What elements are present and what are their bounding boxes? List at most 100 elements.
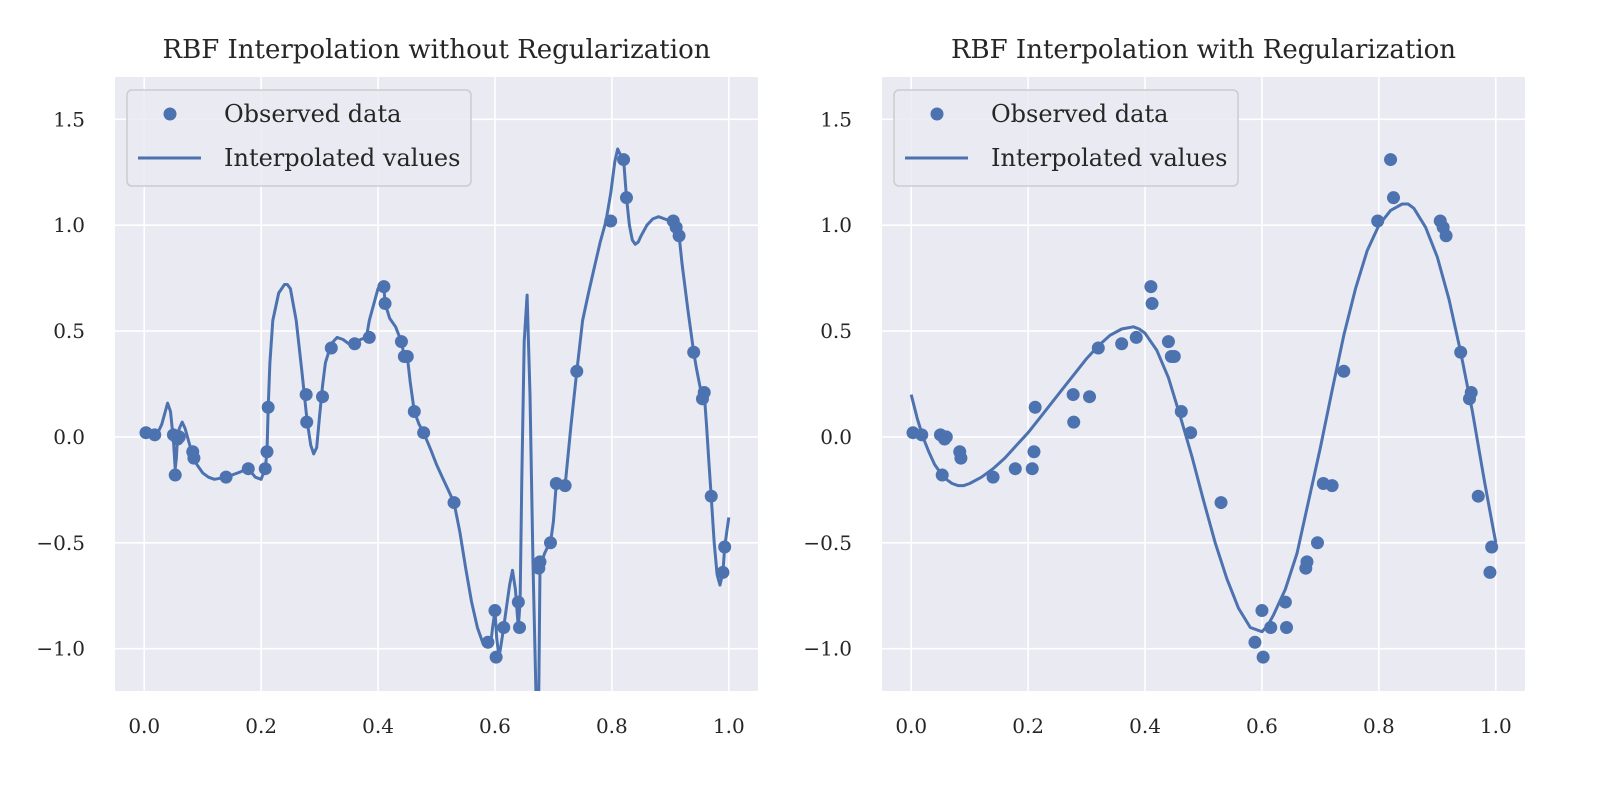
x-tick-label: 0.2 xyxy=(245,714,277,738)
data-point xyxy=(1300,555,1314,569)
data-point xyxy=(447,496,461,510)
y-tick-label: 1.0 xyxy=(820,213,852,237)
chart-title: RBF Interpolation with Regularization xyxy=(951,35,1456,65)
data-point xyxy=(1310,536,1324,550)
data-point xyxy=(543,536,557,550)
data-point xyxy=(1483,565,1497,579)
data-point xyxy=(1278,595,1292,609)
data-point xyxy=(513,620,527,634)
y-tick-label: −1.0 xyxy=(803,637,852,661)
data-point xyxy=(1371,214,1385,228)
y-tick-label: −1.0 xyxy=(36,637,85,661)
data-point xyxy=(619,191,633,205)
y-tick-label: 0.5 xyxy=(53,319,85,343)
data-point xyxy=(697,385,711,399)
data-point xyxy=(604,214,618,228)
y-tick-label: 0.0 xyxy=(820,425,852,449)
x-tick-label: 0.0 xyxy=(895,714,927,738)
legend: Observed data Interpolated values xyxy=(893,89,1239,187)
data-point xyxy=(148,428,162,442)
data-point xyxy=(377,280,391,294)
data-point xyxy=(1161,335,1175,349)
data-point xyxy=(241,462,255,476)
data-point xyxy=(1454,345,1468,359)
data-point xyxy=(187,451,201,465)
data-point xyxy=(258,462,272,476)
data-point xyxy=(1144,280,1158,294)
data-point xyxy=(511,595,525,609)
x-tick-label: 0.8 xyxy=(1363,714,1395,738)
y-tick-label: 0.0 xyxy=(53,425,85,449)
data-point xyxy=(1439,229,1453,243)
data-point xyxy=(481,635,495,649)
chart-title: RBF Interpolation without Regularization xyxy=(163,35,711,65)
data-point xyxy=(1025,462,1039,476)
data-point xyxy=(407,405,421,419)
data-point xyxy=(1184,426,1198,440)
data-point xyxy=(300,415,314,429)
legend-label: Interpolated values xyxy=(224,144,460,172)
data-point xyxy=(1214,496,1228,510)
data-point xyxy=(1256,650,1270,664)
data-point xyxy=(1066,388,1080,402)
data-point xyxy=(497,620,511,634)
legend-label: Interpolated values xyxy=(991,144,1227,172)
data-point xyxy=(1115,337,1129,351)
data-point xyxy=(617,153,631,167)
data-point xyxy=(394,335,408,349)
legend-box xyxy=(893,89,1239,187)
x-tick-label: 0.8 xyxy=(596,714,628,738)
data-point xyxy=(299,388,313,402)
data-point xyxy=(316,390,330,404)
legend-marker-point xyxy=(930,107,944,121)
data-point xyxy=(1083,390,1097,404)
data-point xyxy=(1485,540,1499,554)
plot-content xyxy=(139,147,732,691)
x-tick-label: 0.0 xyxy=(128,714,160,738)
data-point xyxy=(348,337,362,351)
data-point xyxy=(915,428,929,442)
data-point xyxy=(1384,153,1398,167)
data-point xyxy=(1280,620,1294,634)
data-point xyxy=(362,330,376,344)
data-point xyxy=(219,470,233,484)
data-point xyxy=(986,470,1000,484)
data-point xyxy=(1028,400,1042,414)
x-tick-label: 0.4 xyxy=(1129,714,1161,738)
data-point xyxy=(1091,341,1105,355)
data-point xyxy=(570,364,584,378)
data-point xyxy=(1129,330,1143,344)
x-tick-label: 1.0 xyxy=(1480,714,1512,738)
x-tick-label: 1.0 xyxy=(713,714,745,738)
data-point xyxy=(558,479,572,493)
data-point xyxy=(168,468,182,482)
data-point xyxy=(672,229,686,243)
right-chart-panel: 0.0 0.2 0.4 0.6 0.8 1.0 −1.0 −0.5 0.0 0.5 1.0 1.5 RB… xyxy=(803,35,1525,738)
data-point xyxy=(1386,191,1400,205)
data-point xyxy=(488,604,502,618)
legend-marker-point xyxy=(163,107,177,121)
data-point xyxy=(1248,635,1262,649)
y-tick-label: −0.5 xyxy=(36,531,85,555)
x-tick-label: 0.4 xyxy=(362,714,394,738)
data-point xyxy=(718,540,732,554)
data-point xyxy=(489,650,503,664)
data-point xyxy=(417,426,431,440)
data-point xyxy=(1325,479,1339,493)
x-tick-label: 0.6 xyxy=(479,714,511,738)
plot-content xyxy=(906,153,1499,664)
data-point xyxy=(324,341,338,355)
data-point xyxy=(1145,297,1159,311)
data-point xyxy=(1464,385,1478,399)
data-point xyxy=(939,430,953,444)
y-tick-label: 1.5 xyxy=(53,107,85,131)
data-point xyxy=(704,489,718,503)
data-point xyxy=(1337,364,1351,378)
y-tick-label: 0.5 xyxy=(820,319,852,343)
data-point xyxy=(172,430,186,444)
data-point xyxy=(533,555,547,569)
x-tick-label: 0.6 xyxy=(1246,714,1278,738)
data-point xyxy=(1255,604,1269,618)
y-tick-label: 1.5 xyxy=(820,107,852,131)
